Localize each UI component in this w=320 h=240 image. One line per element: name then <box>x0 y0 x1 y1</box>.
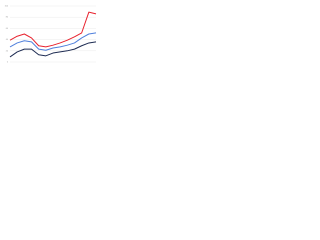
chart: 0 20 40 60 80 100 <box>5 6 97 64</box>
y-tick-label: 40 <box>6 39 9 41</box>
series-line <box>9 11 97 48</box>
y-tick-label: 60 <box>6 28 9 30</box>
y-tick-label: 20 <box>6 50 9 52</box>
y-tick-label: 80 <box>6 17 9 19</box>
series-line <box>9 32 97 51</box>
series-line <box>9 41 97 58</box>
y-tick-label: 0 <box>7 62 9 64</box>
y-tick-label: 100 <box>5 6 9 8</box>
